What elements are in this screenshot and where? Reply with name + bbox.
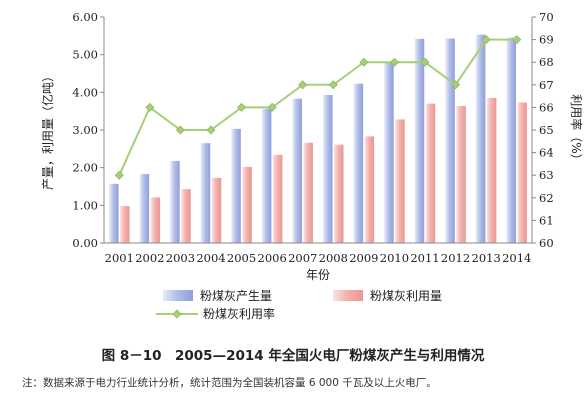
rate-point-2006 bbox=[267, 102, 277, 112]
x-axis-title: 年份 bbox=[306, 268, 330, 282]
right-tick-label: 60 bbox=[539, 236, 554, 250]
rate-point-2014 bbox=[512, 35, 522, 45]
y-axis-title: 产量，利用量（亿吨） bbox=[40, 70, 55, 190]
x-tick-label-2009: 2009 bbox=[349, 251, 378, 265]
left-tick-label: 5.00 bbox=[72, 48, 98, 62]
left-tick-label: 3.00 bbox=[72, 123, 98, 137]
x-tick-label-2012: 2012 bbox=[441, 251, 470, 265]
x-tick-labels: 2001 2002 2003 2004 2005 2006 2007 2008 2009 2010… bbox=[105, 251, 532, 265]
x-tick-label-2006: 2006 bbox=[258, 251, 287, 265]
bar-utilization-2013 bbox=[486, 97, 497, 243]
bar-production-2006 bbox=[261, 108, 272, 243]
x-tick-label-2013: 2013 bbox=[472, 251, 501, 265]
bar-production-2008 bbox=[323, 94, 333, 243]
left-tick-label: 1.00 bbox=[72, 198, 98, 212]
right-tick-label: 62 bbox=[539, 191, 554, 205]
bar-production-2005 bbox=[231, 128, 241, 243]
rate-point-2010 bbox=[389, 57, 399, 67]
bar-utilization-2001 bbox=[120, 206, 130, 243]
bar-production-2001 bbox=[109, 183, 119, 243]
rate-point-2005 bbox=[237, 102, 247, 112]
bar-utilization-2012 bbox=[456, 105, 466, 243]
left-tick-labels: 0.00 1.00 2.00 3.00 4.00 5.00 6.00 bbox=[72, 10, 104, 250]
bar-production-2003 bbox=[170, 160, 180, 243]
bar-utilization-2011 bbox=[425, 103, 436, 243]
bar-production-2012 bbox=[445, 38, 455, 243]
chart-canvas: 0.001.002.003.004.005.006.00 60616263646… bbox=[40, 10, 584, 321]
left-tick-label: 6.00 bbox=[72, 10, 98, 24]
right-tick-label: 63 bbox=[539, 168, 554, 182]
rate-point-2012 bbox=[451, 80, 461, 90]
bar-utilization-2005 bbox=[242, 166, 252, 243]
legend: 粉煤灰产生量 粉煤灰利用量 粉煤灰利用率 bbox=[156, 289, 442, 321]
rate-point-2009 bbox=[359, 57, 369, 67]
bar-production-2011 bbox=[414, 38, 425, 243]
right-tick-label: 64 bbox=[539, 146, 554, 160]
bars-layer bbox=[109, 34, 527, 244]
x-tick-label-2010: 2010 bbox=[380, 251, 409, 265]
rate-line-layer bbox=[114, 35, 522, 180]
bar-production-2013 bbox=[475, 34, 486, 244]
bar-utilization-2003 bbox=[181, 189, 191, 243]
x-tick-label-2005: 2005 bbox=[227, 251, 256, 265]
bar-utilization-2006 bbox=[272, 154, 283, 243]
x-tick-label-2011: 2011 bbox=[410, 251, 439, 265]
rate-point-2008 bbox=[328, 80, 338, 90]
bar-production-2014 bbox=[506, 37, 516, 243]
bar-utilization-2014 bbox=[517, 102, 527, 243]
left-tick-label: 2.00 bbox=[72, 161, 98, 175]
bar-utilization-2009 bbox=[364, 136, 375, 243]
x-tick-label-2007: 2007 bbox=[288, 251, 317, 265]
right-tick-label: 65 bbox=[539, 123, 554, 137]
rate-point-2001 bbox=[114, 170, 124, 180]
bar-utilization-2002 bbox=[150, 197, 161, 243]
rate-point-2004 bbox=[206, 125, 216, 135]
rate-point-2007 bbox=[298, 80, 308, 90]
bar-utilization-2010 bbox=[395, 119, 405, 243]
y2-axis-title: 利用率（%） bbox=[569, 94, 584, 165]
bar-production-2010 bbox=[384, 61, 394, 244]
rate-line bbox=[118, 38, 517, 176]
bar-production-2007 bbox=[292, 98, 302, 244]
x-tick-label-2001: 2001 bbox=[105, 251, 134, 265]
bar-utilization-2007 bbox=[303, 142, 313, 243]
legend-label-utilization: 粉煤灰利用量 bbox=[370, 289, 442, 303]
rate-point-2011 bbox=[420, 57, 430, 67]
figure-caption: 图 8－10 2005—2014 年全国火电厂粉煤灰产生与利用情况 bbox=[101, 348, 485, 364]
legend-swatch-utilization bbox=[333, 290, 363, 301]
x-tick-label-2014: 2014 bbox=[502, 251, 531, 265]
right-tick-label: 68 bbox=[539, 55, 554, 69]
right-tick-label: 66 bbox=[539, 100, 554, 114]
right-tick-label: 67 bbox=[539, 78, 554, 92]
figure-note: 注：数据来源于电力行业统计分析，统计范围为全国装机容量 6 000 千瓦及以上火… bbox=[22, 377, 437, 389]
x-tick-label-2008: 2008 bbox=[319, 251, 348, 265]
x-tick-label-2003: 2003 bbox=[166, 251, 195, 265]
bar-production-2004 bbox=[200, 143, 211, 243]
bar-utilization-2004 bbox=[211, 177, 222, 243]
legend-marker-rate bbox=[172, 309, 182, 319]
bar-utilization-2008 bbox=[334, 144, 344, 243]
right-tick-label: 61 bbox=[539, 213, 554, 227]
bar-production-2009 bbox=[353, 83, 364, 243]
x-tick-label-2002: 2002 bbox=[135, 251, 164, 265]
right-tick-label: 70 bbox=[539, 10, 554, 24]
x-tick-label-2004: 2004 bbox=[196, 251, 225, 265]
rate-point-2002 bbox=[145, 102, 155, 112]
rate-point-2013 bbox=[481, 35, 491, 45]
left-tick-label: 4.00 bbox=[72, 85, 98, 99]
legend-label-production: 粉煤灰产生量 bbox=[200, 289, 272, 303]
legend-label-rate: 粉煤灰利用率 bbox=[203, 306, 275, 321]
right-tick-labels: 60 61 62 63 64 65 66 67 68 69 70 bbox=[532, 10, 554, 250]
rate-point-2003 bbox=[175, 125, 185, 135]
bar-production-2002 bbox=[139, 174, 150, 243]
left-tick-label: 0.00 bbox=[72, 236, 98, 250]
right-tick-label: 69 bbox=[539, 33, 554, 47]
legend-swatch-production bbox=[163, 290, 193, 301]
